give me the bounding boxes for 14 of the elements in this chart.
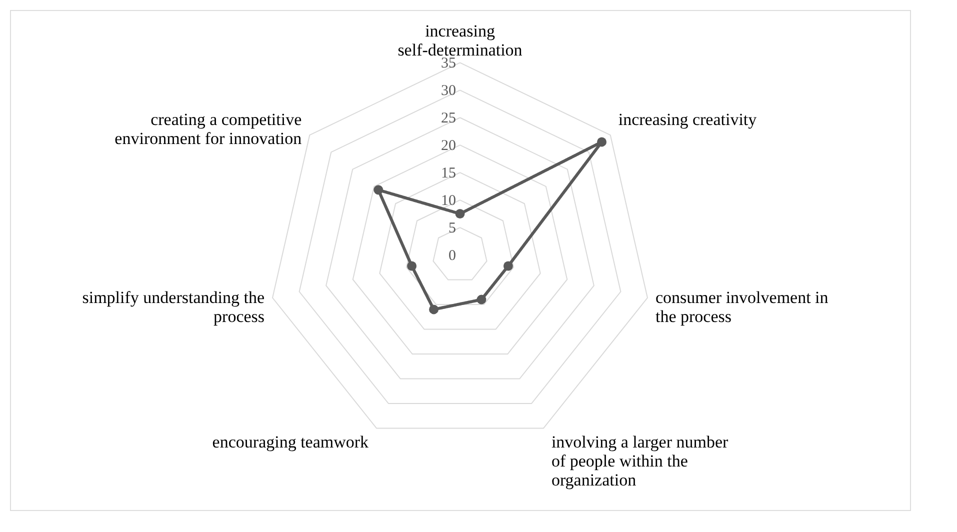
y-tick-label: 10 <box>441 193 456 210</box>
y-tick-label: 30 <box>441 83 456 100</box>
y-tick-label: 20 <box>441 138 456 154</box>
spoke-label: involving a larger number of people within the organization <box>551 432 728 490</box>
spoke-label: increasing creativity <box>618 110 758 130</box>
spoke-label: consumer involvement in the process <box>655 288 829 326</box>
y-tick-label: 35 <box>441 56 456 72</box>
y-tick-label: 5 <box>448 220 456 237</box>
spoke-label: creating a competitive environment for innovation <box>114 110 302 148</box>
spoke-label: encouraging teamwork <box>212 432 370 452</box>
y-tick-label: 0 <box>448 248 456 264</box>
y-tick-label: 25 <box>441 110 456 127</box>
spoke-label: simplify understanding the process <box>82 288 265 326</box>
y-tick-label: 15 <box>441 166 456 182</box>
